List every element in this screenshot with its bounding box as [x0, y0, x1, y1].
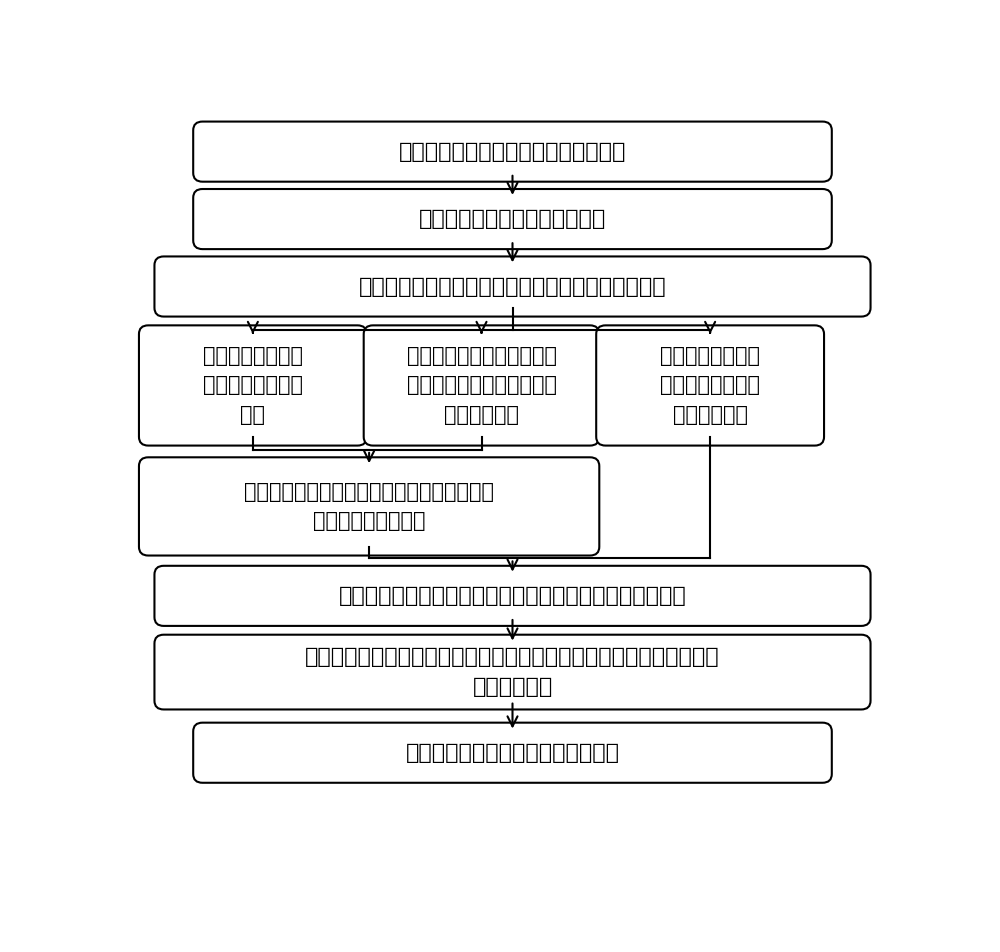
- Text: 计算不同概率下峰前暴雨样
本降雨量占场次暴雨样本总
降雨量的比例: 计算不同概率下峰前暴雨样 本降雨量占场次暴雨样本总 降雨量的比例: [406, 346, 556, 425]
- Text: 将不同概率下的峰前暴雨雨型和峰后暴雨雨型合并，得到不同概率下设
计暴雨的雨型: 将不同概率下的峰前暴雨雨型和峰后暴雨雨型合并，得到不同概率下设 计暴雨的雨型: [305, 647, 720, 697]
- Text: 将场次暴雨样本划分为峰前暴雨样本和峰后暴雨样本: 将场次暴雨样本划分为峰前暴雨样本和峰后暴雨样本: [359, 276, 666, 296]
- Text: 对不同概率下的峰前暴雨雨型和峰后暴雨雨型进行坐标变换: 对不同概率下的峰前暴雨雨型和峰后暴雨雨型进行坐标变换: [339, 585, 686, 605]
- FancyBboxPatch shape: [154, 635, 871, 709]
- Text: 不同概率下设计暴雨的雨量分配过程: 不同概率下设计暴雨的雨量分配过程: [406, 743, 620, 763]
- FancyBboxPatch shape: [364, 326, 599, 446]
- FancyBboxPatch shape: [139, 457, 599, 556]
- FancyBboxPatch shape: [154, 565, 871, 625]
- FancyBboxPatch shape: [154, 256, 871, 317]
- Text: 统计降雨特性选取场次暴雨样本: 统计降雨特性选取场次暴雨样本: [419, 209, 606, 229]
- FancyBboxPatch shape: [193, 723, 832, 783]
- FancyBboxPatch shape: [193, 122, 832, 182]
- Text: 确定合并后峰前暴雨雨型和峰后暴雨雨型交界
处的横坐标和纵坐标: 确定合并后峰前暴雨雨型和峰后暴雨雨型交界 处的横坐标和纵坐标: [244, 482, 494, 531]
- Text: 分别推求不同概率
下峰前暴雨雨型和
峰后暴雨雨型: 分别推求不同概率 下峰前暴雨雨型和 峰后暴雨雨型: [660, 346, 760, 425]
- Text: 实测降雨资料的处理及场次暴雨的划分: 实测降雨资料的处理及场次暴雨的划分: [399, 142, 626, 162]
- Text: 计算不同概率下场
次暴雨样本的雨峰
系数: 计算不同概率下场 次暴雨样本的雨峰 系数: [203, 346, 303, 425]
- FancyBboxPatch shape: [193, 189, 832, 249]
- FancyBboxPatch shape: [596, 326, 824, 446]
- FancyBboxPatch shape: [139, 326, 367, 446]
